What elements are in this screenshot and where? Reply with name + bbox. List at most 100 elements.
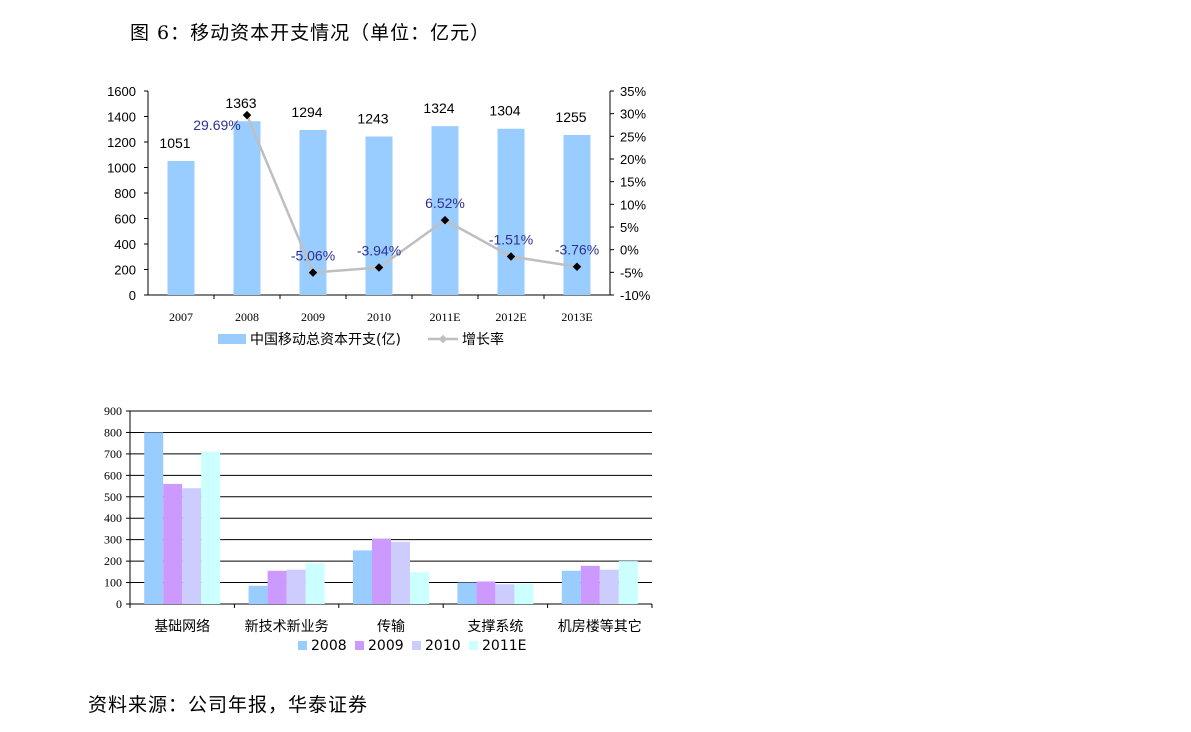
growth-rate-line xyxy=(245,114,578,274)
bar-2008 xyxy=(457,582,477,604)
growth-rate-label: 6.52% xyxy=(425,195,465,211)
legend-swatch-2011E xyxy=(469,641,478,650)
left-tick-label: 1200 xyxy=(107,135,136,150)
x-category-label: 传输 xyxy=(377,619,405,635)
y-tick-label: 700 xyxy=(104,447,122,461)
legend-marker-growth xyxy=(438,334,448,344)
y-tick-label: 300 xyxy=(104,533,122,547)
legend-label-2010: 2010 xyxy=(425,638,461,654)
capex-value-label: 1363 xyxy=(225,95,256,111)
capex-value-label: 1324 xyxy=(423,100,454,116)
legend-swatch-2009 xyxy=(355,641,364,650)
right-tick-label: 0% xyxy=(620,243,639,258)
growth-rate-point xyxy=(374,263,384,272)
capex-value-label: 1294 xyxy=(291,104,322,120)
right-tick-label: 30% xyxy=(620,107,646,122)
bar-2011E xyxy=(201,451,221,604)
y-tick-label: 500 xyxy=(104,490,122,504)
legend-label-2011E: 2011E xyxy=(482,638,526,654)
left-tick-label: 600 xyxy=(114,212,136,227)
capex-bar xyxy=(233,121,261,295)
capex-bar xyxy=(167,160,195,295)
y-tick-label: 100 xyxy=(104,576,122,590)
growth-rate-label: -1.51% xyxy=(489,232,533,248)
bar-2011E xyxy=(410,572,429,604)
bar-2010 xyxy=(495,584,515,604)
y-tick-label: 200 xyxy=(104,554,122,568)
bar-2010 xyxy=(182,488,202,604)
bar-2010 xyxy=(599,569,619,604)
right-tick-label: -10% xyxy=(620,288,651,303)
bar-2008 xyxy=(353,550,372,604)
growth-rate-point xyxy=(308,268,318,277)
x-category-label: 2010 xyxy=(367,310,391,324)
x-category-label: 2013E xyxy=(561,310,592,324)
bar-2009 xyxy=(372,538,391,604)
x-category-label: 2012E xyxy=(495,310,526,324)
x-category-label: 2009 xyxy=(301,310,325,324)
growth-rate-label: -3.76% xyxy=(555,242,599,258)
capex-value-label: 1243 xyxy=(357,111,388,127)
x-category-label: 2007 xyxy=(169,310,193,324)
left-tick-label: 1600 xyxy=(107,84,136,99)
capex-bar xyxy=(497,128,525,295)
left-tick-label: 1000 xyxy=(107,161,136,176)
capex-bar xyxy=(299,130,327,295)
growth-rate-point xyxy=(572,262,582,271)
growth-rate-point xyxy=(440,215,450,225)
x-category-label: 基础网络 xyxy=(154,618,210,635)
legend-swatch-2008 xyxy=(298,641,307,650)
legend-label-capex: 中国移动总资本开支(亿) xyxy=(250,332,401,348)
right-tick-label: -5% xyxy=(620,265,644,280)
left-tick-label: 0 xyxy=(129,288,136,303)
right-tick-label: 15% xyxy=(620,175,646,190)
legend-label-2009: 2009 xyxy=(368,638,404,654)
right-tick-label: 10% xyxy=(620,197,646,212)
bar-2009 xyxy=(163,483,183,604)
bar-2011E xyxy=(618,561,638,604)
legend-label-2008: 2008 xyxy=(311,638,347,654)
legend-label-growth: 增长率 xyxy=(462,331,504,348)
y-tick-label: 800 xyxy=(104,425,122,439)
figure-title: 图 6：移动资本开支情况（单位：亿元） xyxy=(130,22,491,44)
bar-2009 xyxy=(476,581,496,604)
y-tick-label: 600 xyxy=(104,468,122,482)
legend-swatch-2010 xyxy=(412,641,421,650)
x-category-label: 2008 xyxy=(235,310,259,324)
right-tick-label: 20% xyxy=(620,152,646,167)
y-tick-label: 0 xyxy=(116,597,122,611)
bar-2009 xyxy=(267,570,287,604)
bar-2009 xyxy=(580,565,600,604)
bar-2010 xyxy=(286,569,306,604)
capex-value-label: 1051 xyxy=(159,135,190,151)
bar-2010 xyxy=(391,541,410,604)
growth-rate-label: -5.06% xyxy=(291,248,335,264)
bar-2008 xyxy=(144,432,164,604)
legend-swatch-capex xyxy=(218,334,246,344)
right-tick-label: 5% xyxy=(620,220,639,235)
growth-rate-point xyxy=(242,110,252,120)
bar-2008 xyxy=(248,585,268,604)
growth-rate-label: 29.69% xyxy=(193,117,240,133)
bar-2011E xyxy=(514,583,534,604)
left-tick-label: 1400 xyxy=(107,110,136,125)
growth-rate-label: -3.94% xyxy=(357,243,401,259)
bar-2008 xyxy=(561,570,581,604)
y-tick-label: 900 xyxy=(104,404,122,418)
x-category-label: 2011E xyxy=(430,310,461,324)
capex-bar xyxy=(431,126,459,295)
y-tick-label: 400 xyxy=(104,511,122,525)
right-tick-label: 25% xyxy=(620,129,646,144)
x-category-label: 机房楼等其它 xyxy=(558,618,642,635)
capex-value-label: 1255 xyxy=(555,109,586,125)
x-category-label: 支撑系统 xyxy=(467,619,523,635)
bar-2011E xyxy=(305,563,325,604)
left-tick-label: 800 xyxy=(114,186,136,201)
x-category-label: 新技术新业务 xyxy=(245,619,329,635)
capex-value-label: 1304 xyxy=(489,103,520,119)
source-note: 资料来源：公司年报，华泰证券 xyxy=(88,694,369,716)
left-tick-label: 200 xyxy=(114,263,136,278)
left-tick-label: 400 xyxy=(114,237,136,252)
capex-bar xyxy=(563,134,591,295)
